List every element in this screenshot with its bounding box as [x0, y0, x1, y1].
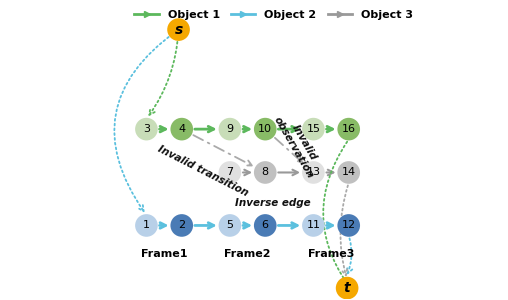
Circle shape — [136, 119, 156, 140]
Circle shape — [219, 215, 240, 236]
Legend: Object 1, Object 2, Object 3: Object 1, Object 2, Object 3 — [131, 6, 416, 23]
Text: 3: 3 — [143, 124, 150, 134]
Circle shape — [219, 119, 240, 140]
Text: 11: 11 — [306, 220, 321, 230]
Text: 1: 1 — [143, 220, 150, 230]
Text: 16: 16 — [342, 124, 356, 134]
Text: 13: 13 — [306, 167, 321, 178]
Text: 5: 5 — [227, 220, 233, 230]
Text: 8: 8 — [262, 167, 269, 178]
Text: t: t — [344, 281, 351, 295]
Circle shape — [338, 215, 359, 236]
Text: 14: 14 — [342, 167, 356, 178]
Circle shape — [303, 162, 324, 183]
Text: Frame1: Frame1 — [141, 249, 187, 260]
Circle shape — [172, 215, 192, 236]
Circle shape — [338, 162, 359, 183]
Text: Frame2: Frame2 — [225, 249, 271, 260]
Circle shape — [219, 162, 240, 183]
Text: 12: 12 — [342, 220, 356, 230]
Text: Frame3: Frame3 — [308, 249, 354, 260]
Circle shape — [255, 215, 275, 236]
Text: 15: 15 — [306, 124, 321, 134]
Text: Invalid
observation: Invalid observation — [272, 110, 326, 181]
Text: 2: 2 — [178, 220, 185, 230]
Text: Invalid transition: Invalid transition — [156, 144, 249, 198]
Circle shape — [338, 119, 359, 140]
Circle shape — [303, 215, 324, 236]
Circle shape — [303, 119, 324, 140]
Text: 4: 4 — [178, 124, 185, 134]
Text: 7: 7 — [227, 167, 234, 178]
Circle shape — [255, 119, 275, 140]
Circle shape — [337, 278, 358, 298]
Text: 10: 10 — [258, 124, 272, 134]
Circle shape — [168, 19, 189, 40]
Text: 9: 9 — [227, 124, 234, 134]
Text: s: s — [174, 22, 183, 37]
Text: 6: 6 — [262, 220, 269, 230]
Text: Inverse edge: Inverse edge — [235, 198, 311, 208]
Circle shape — [172, 119, 192, 140]
Circle shape — [255, 162, 275, 183]
Circle shape — [136, 215, 156, 236]
